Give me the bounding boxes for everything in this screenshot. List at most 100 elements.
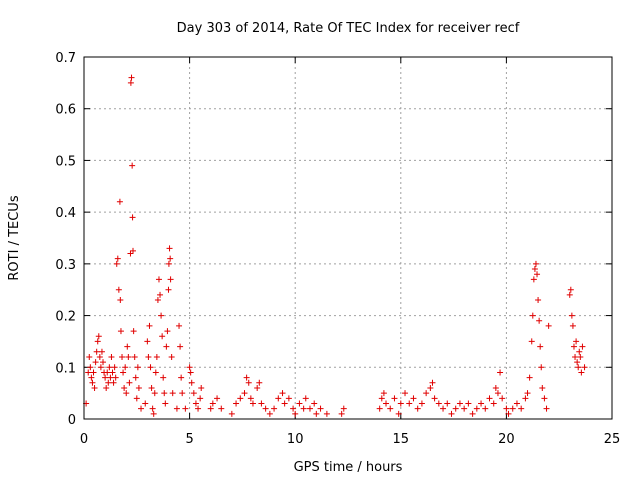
data-point [110, 379, 117, 386]
data-point [281, 400, 288, 407]
x-tick-label: 15 [393, 432, 410, 447]
data-point [138, 405, 145, 412]
data-point [482, 405, 489, 412]
data-point [456, 400, 463, 407]
data-point [94, 338, 101, 345]
data-point [129, 247, 136, 254]
data-point [186, 364, 193, 371]
data-point [537, 343, 544, 350]
data-points [83, 74, 588, 417]
data-point [300, 405, 307, 412]
data-point [545, 322, 552, 329]
data-point [340, 405, 347, 412]
plot-frame [83, 56, 613, 420]
data-point [85, 369, 92, 376]
data-point [271, 405, 278, 412]
data-point [513, 400, 520, 407]
data-point [306, 405, 313, 412]
data-point [285, 395, 292, 402]
data-point [157, 291, 164, 298]
data-point [207, 405, 214, 412]
data-point [173, 405, 180, 412]
data-point [130, 328, 137, 335]
data-point [486, 395, 493, 402]
data-point [575, 364, 582, 371]
data-point [195, 405, 202, 412]
data-point [132, 374, 139, 381]
data-point [108, 353, 115, 360]
y-tick-label: 0.5 [55, 154, 76, 169]
data-point [448, 410, 455, 417]
data-point [338, 410, 345, 417]
data-point [492, 384, 499, 391]
y-tick-label: 0.1 [55, 361, 76, 376]
data-point [528, 338, 535, 345]
data-point [105, 379, 112, 386]
data-point [414, 405, 421, 412]
data-point [151, 390, 158, 397]
data-point [121, 384, 128, 391]
data-point [387, 405, 394, 412]
data-point [258, 400, 265, 407]
data-point [567, 286, 574, 293]
y-tick-label: 0.6 [55, 103, 76, 118]
data-point [245, 379, 252, 386]
data-point [247, 395, 254, 402]
data-point [534, 271, 541, 278]
data-point [538, 364, 545, 371]
data-point [176, 322, 183, 329]
data-point [96, 353, 103, 360]
data-point [182, 405, 189, 412]
data-point [88, 374, 95, 381]
data-point [535, 297, 542, 304]
data-point [198, 384, 205, 391]
data-point [380, 390, 387, 397]
x-tick-label: 25 [604, 432, 621, 447]
data-point [574, 359, 581, 366]
data-point [144, 338, 151, 345]
data-point [120, 369, 127, 376]
data-point [237, 395, 244, 402]
data-point [164, 328, 171, 335]
data-point [112, 374, 119, 381]
data-point [529, 312, 536, 319]
data-point [100, 359, 107, 366]
data-point [145, 353, 152, 360]
data-point [478, 400, 485, 407]
data-point [133, 395, 140, 402]
data-point [104, 369, 111, 376]
data-point [153, 353, 160, 360]
data-point [292, 410, 299, 417]
data-point [323, 410, 330, 417]
data-point [572, 353, 579, 360]
data-point [114, 255, 121, 262]
data-point [290, 405, 297, 412]
data-point [103, 384, 110, 391]
data-point [135, 384, 142, 391]
data-point [509, 405, 516, 412]
data-point [128, 74, 135, 81]
data-point [444, 400, 451, 407]
data-point [296, 400, 303, 407]
data-point [89, 379, 96, 386]
data-point [311, 400, 318, 407]
data-point [123, 390, 130, 397]
data-point [249, 400, 256, 407]
data-point [569, 322, 576, 329]
data-point [395, 410, 402, 417]
data-point [536, 317, 543, 324]
data-point [209, 400, 216, 407]
data-point [302, 395, 309, 402]
data-point [435, 400, 442, 407]
data-point [142, 400, 149, 407]
grid-lines [84, 57, 612, 419]
data-point [162, 400, 169, 407]
data-point [187, 369, 194, 376]
data-point [532, 260, 539, 267]
data-point [124, 343, 131, 350]
data-point [92, 359, 99, 366]
data-point [97, 364, 104, 371]
data-point [168, 353, 175, 360]
data-point [317, 405, 324, 412]
